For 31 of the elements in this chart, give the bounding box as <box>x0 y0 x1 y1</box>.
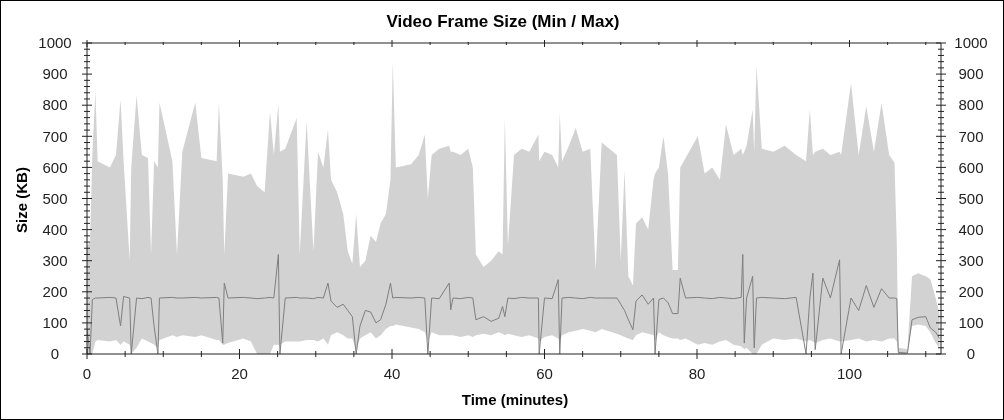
x-tick-label: 60 <box>536 365 553 382</box>
y-tick-label: 0 <box>50 345 60 363</box>
y2-tick-label: 700 <box>958 127 984 145</box>
x-tick-label: 40 <box>383 365 401 382</box>
y2-tick-label: 600 <box>958 158 984 176</box>
x-tick-label: 80 <box>688 365 706 382</box>
y-tick-label: 600 <box>42 158 68 176</box>
y-tick-label: 700 <box>42 127 68 145</box>
chart-title: Video Frame Size (Min / Max) <box>385 12 621 32</box>
y2-tick-label: 0 <box>966 345 976 363</box>
y2-tick-label: 500 <box>958 189 984 207</box>
x-tick-label: 0 <box>82 365 92 382</box>
y2-tick-label: 300 <box>958 251 984 269</box>
y-tick-label: 900 <box>42 65 68 83</box>
y-tick-label: 1000 <box>38 34 72 52</box>
y-axis-title: Size (KB) <box>12 166 30 233</box>
y2-tick-label: 800 <box>958 96 984 114</box>
x-tick-label: 20 <box>231 365 248 382</box>
y-tick-label: 200 <box>42 283 68 301</box>
x-tick-label: 100 <box>836 365 863 382</box>
y-tick-label: 100 <box>42 314 68 332</box>
y2-tick-label: 1000 <box>954 34 988 52</box>
y2-tick-label: 900 <box>958 65 984 83</box>
y-tick-label: 500 <box>42 189 68 207</box>
y-tick-label: 400 <box>42 220 68 238</box>
y2-tick-label: 100 <box>958 314 984 332</box>
y2-tick-label: 400 <box>958 220 984 238</box>
x-axis-title: Time (minutes) <box>460 390 570 410</box>
y-tick-label: 300 <box>42 251 68 269</box>
y-tick-label: 800 <box>42 96 68 114</box>
y2-tick-label: 200 <box>958 283 984 301</box>
